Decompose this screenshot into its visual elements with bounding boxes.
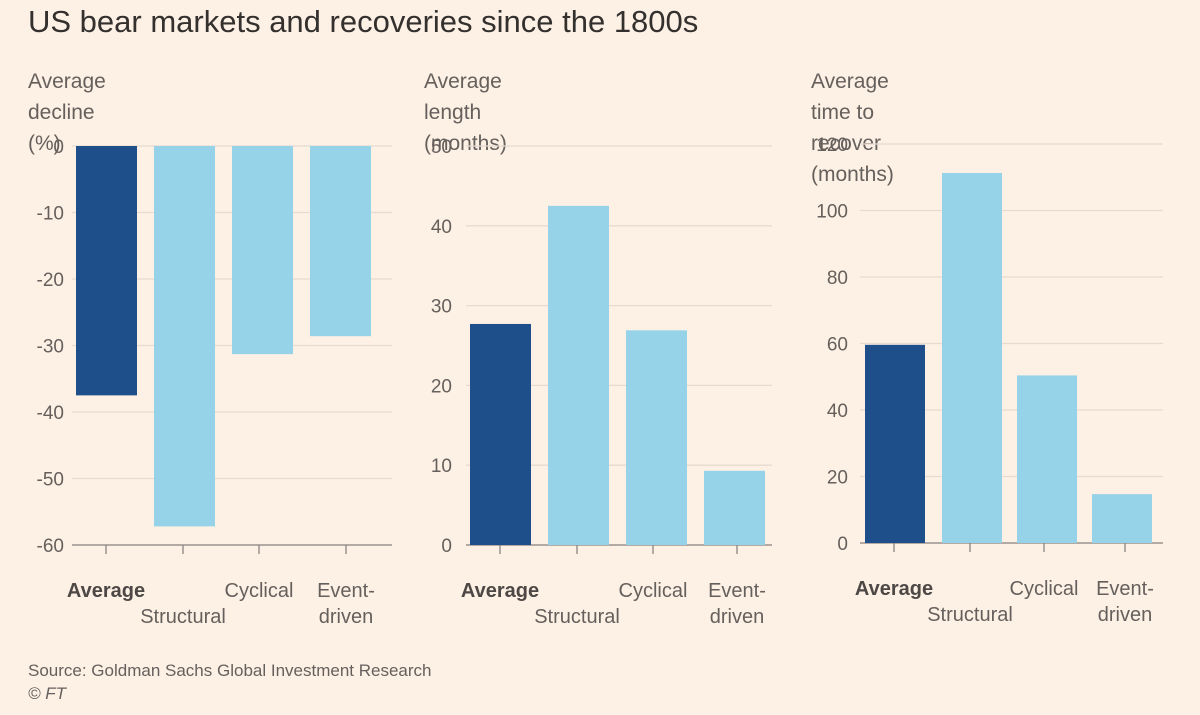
bar-event-driven: [310, 146, 371, 337]
bar-average: [865, 344, 925, 543]
panel-title-line: (months): [811, 163, 894, 186]
x-category-label: Cyclical: [619, 580, 688, 602]
bar-cyclical: [232, 146, 293, 355]
copyright: © FT: [28, 684, 67, 703]
y-tick-label: 80: [827, 268, 848, 289]
x-category-label: Structural: [927, 604, 1013, 626]
chart-title: US bear markets and recoveries since the…: [28, 4, 699, 39]
y-tick-label: -40: [37, 403, 64, 424]
bar-cyclical: [626, 330, 687, 545]
y-tick-label: 20: [431, 376, 452, 397]
y-tick-label: -20: [37, 270, 64, 291]
y-tick-label: 0: [837, 534, 848, 555]
x-category-label: Average: [855, 578, 933, 600]
bar-event-driven: [704, 470, 765, 545]
y-tick-label: 60: [827, 335, 848, 356]
y-tick-label: -10: [37, 204, 64, 225]
y-tick-label: 40: [827, 401, 848, 422]
y-tick-label: 120: [816, 135, 848, 156]
bar-structural: [942, 172, 1002, 544]
y-tick-label: 50: [431, 137, 452, 158]
panel-title-line: Average time to recover: [811, 70, 889, 155]
x-category-label: driven: [710, 606, 764, 628]
panel-title: Average decline (%): [28, 70, 106, 155]
bar-average: [470, 323, 531, 545]
y-tick-label: 10: [431, 456, 452, 477]
y-tick-label: -30: [37, 337, 64, 358]
y-tick-label: 20: [827, 468, 848, 489]
panel-title: Average length (months): [424, 70, 507, 155]
x-category-label: Structural: [534, 606, 620, 628]
x-category-label: Cyclical: [225, 580, 294, 602]
x-category-label: Average: [461, 580, 539, 602]
bar-structural: [154, 146, 215, 527]
y-tick-label: 30: [431, 297, 452, 318]
bar-cyclical: [1017, 375, 1077, 543]
bar-structural: [548, 205, 609, 545]
y-tick-label: -50: [37, 470, 64, 491]
source-text: Source: Goldman Sachs Global Investment …: [28, 661, 432, 680]
x-category-label: driven: [319, 606, 373, 628]
y-tick-label: 0: [441, 536, 452, 557]
x-category-label: Event-: [708, 580, 766, 602]
x-category-label: Event-: [317, 580, 375, 602]
y-tick-label: 40: [431, 217, 452, 238]
x-category-label: driven: [1098, 604, 1152, 626]
bar-average: [76, 146, 137, 396]
bar-event-driven: [1092, 494, 1152, 543]
panel-title: Average time to recover (months): [811, 66, 894, 190]
y-tick-label: -60: [37, 536, 64, 557]
x-category-label: Cyclical: [1010, 578, 1079, 600]
x-category-label: Average: [67, 580, 145, 602]
x-category-label: Structural: [140, 606, 226, 628]
x-category-label: Event-: [1096, 578, 1154, 600]
y-tick-label: 100: [816, 202, 848, 223]
source-note: Source: Goldman Sachs Global Investment …: [28, 659, 431, 705]
y-tick-label: 0: [53, 137, 64, 158]
